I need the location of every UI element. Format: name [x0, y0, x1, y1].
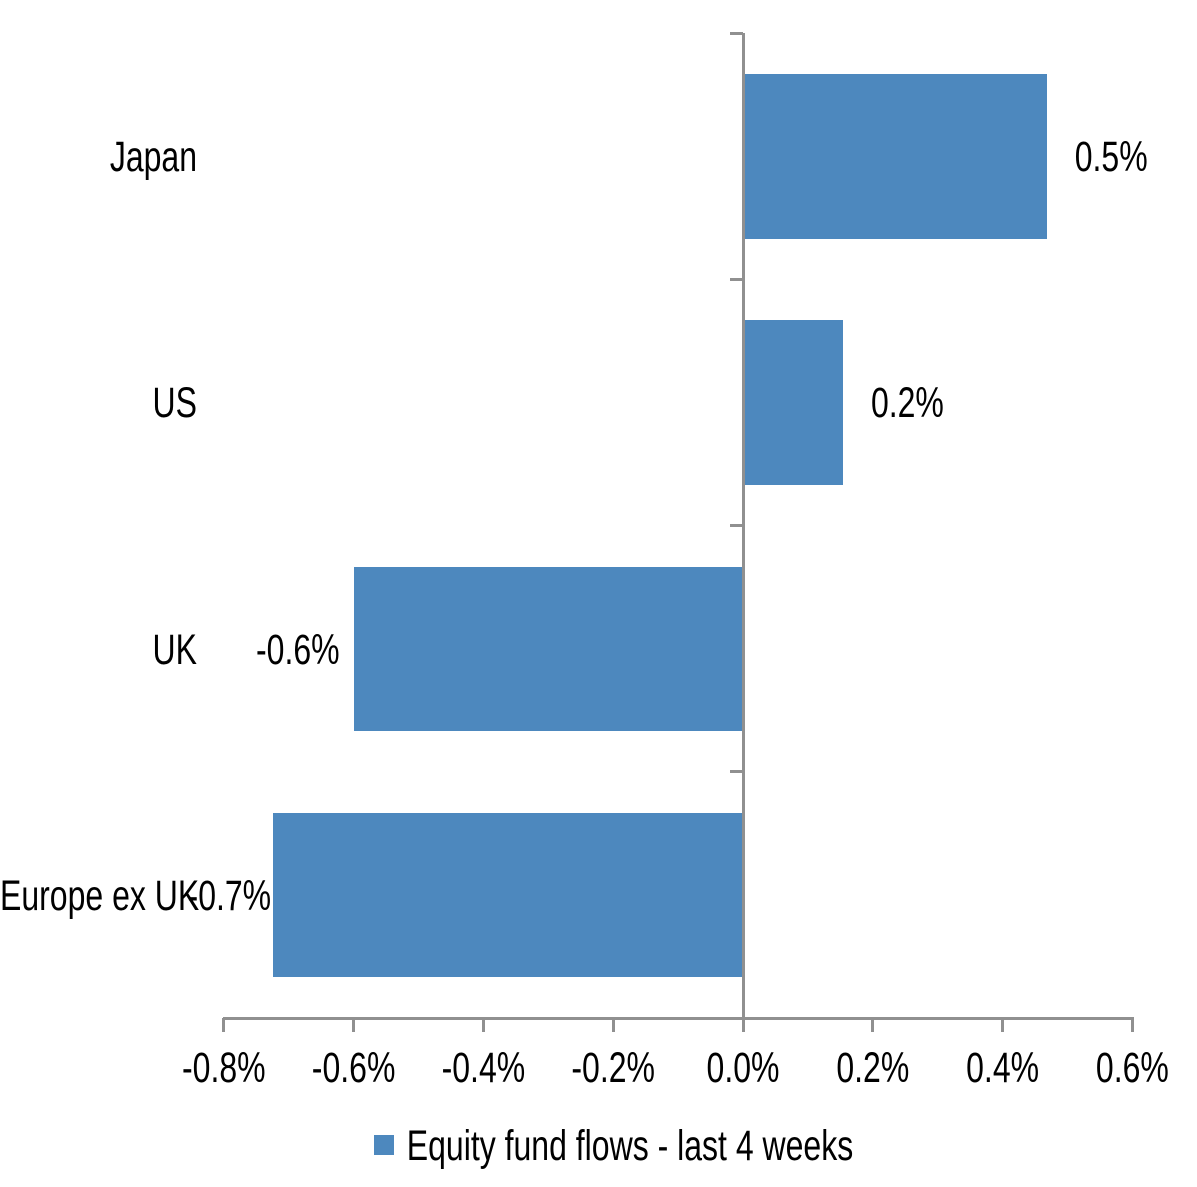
bar-europe-ex-uk [273, 812, 743, 978]
x-tick-label: -0.2% [571, 1042, 655, 1092]
category-label-us: US [152, 378, 197, 427]
y-axis-tick [730, 524, 743, 527]
x-tick-label: 0.4% [966, 1042, 1040, 1092]
bar-japan [743, 74, 1047, 239]
x-axis-tick [611, 1018, 615, 1032]
y-axis-line [741, 33, 745, 1020]
value-label-europe-ex-uk: -0.7% [187, 870, 272, 920]
category-label-japan: Japan [109, 131, 197, 181]
x-tick-label: 0.0% [706, 1042, 780, 1092]
bar-uk [353, 566, 743, 732]
x-axis-tick [352, 1018, 356, 1032]
category-label-uk: UK [152, 624, 197, 673]
x-axis-tick [222, 1018, 226, 1032]
legend-label: Equity fund flows - last 4 weeks [406, 1120, 854, 1170]
y-axis-tick [730, 770, 743, 774]
x-tick-label: -0.8% [182, 1042, 266, 1092]
value-label-uk: -0.6% [256, 624, 340, 673]
x-tick-label: 0.6% [1095, 1042, 1169, 1092]
category-label-europe-ex-uk: Europe ex UK [0, 870, 200, 920]
x-axis-tick [481, 1018, 485, 1032]
x-tick-label: -0.4% [441, 1042, 526, 1092]
x-axis-line [222, 1016, 1134, 1020]
y-axis-tick [730, 277, 743, 281]
x-tick-label: 0.2% [836, 1042, 910, 1092]
legend-swatch-icon [373, 1135, 394, 1155]
legend: Equity fund flows - last 4 weeks [0, 1121, 1197, 1169]
x-axis-tick [741, 1018, 745, 1032]
x-axis-tick [871, 1018, 875, 1032]
x-axis-tick [1130, 1018, 1134, 1032]
bar-us [743, 320, 843, 485]
x-axis-tick [1001, 1018, 1005, 1032]
value-label-japan: 0.5% [1074, 131, 1148, 181]
value-label-us: 0.2% [870, 378, 944, 427]
y-axis-tick [730, 31, 743, 35]
x-tick-label: -0.6% [311, 1042, 396, 1092]
